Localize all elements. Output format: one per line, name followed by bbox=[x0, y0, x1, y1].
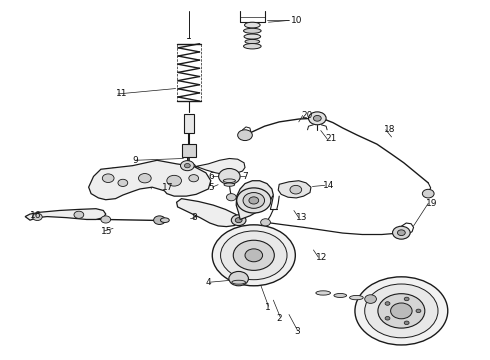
Ellipse shape bbox=[244, 28, 261, 33]
Circle shape bbox=[249, 197, 259, 204]
Text: 2: 2 bbox=[277, 314, 282, 323]
Ellipse shape bbox=[232, 280, 245, 284]
Text: 18: 18 bbox=[384, 125, 396, 134]
Ellipse shape bbox=[245, 40, 260, 44]
Text: 20: 20 bbox=[301, 111, 313, 120]
Circle shape bbox=[32, 213, 42, 221]
Circle shape bbox=[309, 112, 326, 125]
Ellipse shape bbox=[349, 296, 363, 300]
Circle shape bbox=[231, 215, 246, 226]
Circle shape bbox=[378, 294, 425, 328]
Polygon shape bbox=[176, 199, 240, 226]
Text: 15: 15 bbox=[101, 228, 112, 237]
Circle shape bbox=[404, 321, 409, 325]
Circle shape bbox=[404, 297, 409, 301]
Ellipse shape bbox=[224, 183, 235, 186]
Circle shape bbox=[212, 225, 295, 286]
Text: 5: 5 bbox=[208, 183, 214, 192]
Circle shape bbox=[238, 130, 252, 140]
Ellipse shape bbox=[244, 34, 261, 39]
Circle shape bbox=[237, 188, 271, 213]
Text: 10: 10 bbox=[292, 16, 303, 25]
Circle shape bbox=[385, 302, 390, 305]
Circle shape bbox=[226, 194, 236, 201]
Circle shape bbox=[219, 168, 240, 184]
Circle shape bbox=[139, 174, 151, 183]
Polygon shape bbox=[25, 209, 106, 220]
Circle shape bbox=[397, 230, 405, 235]
Circle shape bbox=[314, 116, 321, 121]
Polygon shape bbox=[236, 181, 273, 220]
Circle shape bbox=[189, 175, 198, 182]
Text: 1: 1 bbox=[265, 303, 270, 312]
Text: 11: 11 bbox=[116, 89, 127, 98]
Text: 17: 17 bbox=[162, 183, 173, 192]
Circle shape bbox=[181, 163, 196, 174]
Circle shape bbox=[167, 175, 181, 186]
Bar bbox=[182, 144, 196, 157]
Circle shape bbox=[355, 277, 448, 345]
Circle shape bbox=[220, 231, 287, 280]
Circle shape bbox=[392, 226, 410, 239]
Text: 16: 16 bbox=[30, 211, 42, 220]
Bar bbox=[184, 114, 194, 134]
Circle shape bbox=[261, 219, 270, 226]
Text: 21: 21 bbox=[326, 134, 337, 143]
Circle shape bbox=[229, 271, 248, 286]
Circle shape bbox=[101, 216, 111, 223]
Circle shape bbox=[184, 163, 190, 168]
Ellipse shape bbox=[334, 293, 346, 297]
Text: 6: 6 bbox=[208, 172, 214, 181]
Circle shape bbox=[185, 166, 192, 171]
Circle shape bbox=[235, 218, 242, 223]
Ellipse shape bbox=[245, 22, 260, 28]
Text: 19: 19 bbox=[426, 199, 437, 208]
Circle shape bbox=[290, 185, 302, 194]
Circle shape bbox=[180, 161, 194, 171]
Ellipse shape bbox=[160, 218, 169, 222]
Circle shape bbox=[365, 284, 438, 338]
Circle shape bbox=[102, 174, 114, 183]
Circle shape bbox=[233, 240, 274, 270]
Circle shape bbox=[422, 189, 434, 198]
Ellipse shape bbox=[244, 44, 261, 49]
Text: 8: 8 bbox=[191, 213, 197, 222]
Polygon shape bbox=[278, 181, 311, 198]
Circle shape bbox=[245, 249, 263, 262]
Ellipse shape bbox=[223, 179, 236, 183]
Circle shape bbox=[365, 295, 376, 303]
Text: 12: 12 bbox=[316, 253, 327, 262]
Circle shape bbox=[243, 193, 265, 208]
Text: 3: 3 bbox=[294, 327, 299, 336]
Text: 13: 13 bbox=[296, 213, 308, 222]
Polygon shape bbox=[196, 158, 245, 175]
Circle shape bbox=[391, 303, 412, 319]
Text: 9: 9 bbox=[133, 156, 138, 165]
Circle shape bbox=[416, 309, 421, 313]
Polygon shape bbox=[89, 160, 211, 200]
Circle shape bbox=[118, 179, 128, 186]
Circle shape bbox=[385, 316, 390, 320]
Circle shape bbox=[154, 216, 165, 225]
Text: 7: 7 bbox=[243, 172, 248, 181]
Circle shape bbox=[74, 211, 84, 219]
Ellipse shape bbox=[316, 291, 331, 295]
Text: 14: 14 bbox=[323, 181, 335, 190]
Text: 4: 4 bbox=[206, 278, 212, 287]
